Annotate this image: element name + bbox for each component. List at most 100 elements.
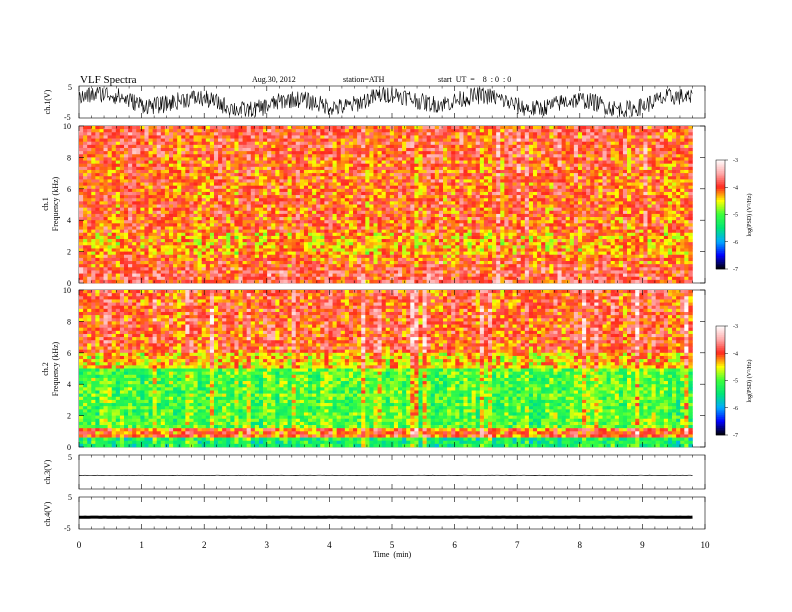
spectrogram-cell (95, 223, 100, 227)
spectrogram-cell (156, 129, 162, 133)
spectrogram-cell (230, 220, 235, 224)
spectrogram-cell (586, 147, 591, 152)
spectrogram-cell (222, 154, 227, 158)
spectrogram-cell (336, 195, 342, 199)
spectrogram-cell (295, 207, 301, 212)
spectrogram-cell (520, 129, 526, 133)
spectrogram-cell (422, 210, 427, 215)
spectrogram-cell (242, 198, 247, 202)
spectrogram-cell (234, 157, 239, 161)
spectrogram-cell (79, 176, 84, 180)
spectrogram-cell (475, 176, 481, 180)
spectrogram-cell (479, 157, 485, 161)
spectrogram-cell (655, 138, 661, 142)
spectrogram-cell (246, 163, 252, 168)
spectrogram-cell (663, 198, 669, 202)
spectrogram-cell (156, 173, 162, 177)
spectrogram-cell (447, 141, 452, 146)
spectrogram-cell (643, 147, 648, 152)
spectrogram-cell (537, 141, 542, 146)
spectrogram-cell (647, 213, 652, 218)
spectrogram-cell (283, 151, 288, 155)
spectrogram-cell (156, 201, 162, 205)
spectrogram-cell (463, 126, 468, 130)
spectrogram-cell (107, 204, 113, 208)
spectrogram-cell (316, 217, 321, 221)
spectrogram-cell (353, 154, 358, 158)
spectrogram-cell (532, 157, 538, 161)
spectrogram-cell (688, 207, 693, 212)
spectrogram-cell (635, 126, 640, 130)
spectrogram-cell (688, 185, 693, 190)
spectrogram-cell (226, 207, 231, 212)
spectrogram-cell (312, 217, 317, 221)
spectrogram-cell (553, 135, 558, 139)
spectrogram-cell (618, 207, 624, 212)
spectrogram-cell (344, 185, 350, 190)
spectrogram-cell (185, 160, 190, 164)
spectrogram-cell (516, 129, 522, 133)
spectrogram-cell (328, 195, 333, 199)
spectrogram-cell (173, 207, 178, 212)
spectrogram-cell (643, 179, 648, 183)
spectrogram-cell (79, 147, 84, 152)
spectrogram-cell (181, 220, 186, 224)
spectrogram-cell (659, 138, 665, 142)
spectrogram-cell (688, 188, 693, 193)
spectrogram-cell (353, 169, 358, 174)
spectrogram-cell (132, 141, 137, 146)
spectrogram-cell (406, 144, 411, 149)
spectrogram-cell (676, 223, 681, 227)
spectrogram-cell (528, 201, 534, 205)
spectrogram-cell (479, 138, 485, 142)
spectrogram-cell (197, 226, 202, 230)
spectrogram-cell (258, 147, 264, 152)
spectrogram-cell (361, 129, 366, 133)
spectrogram-cell (398, 182, 403, 186)
spectrogram-cell (598, 154, 603, 158)
spectrogram-cell (344, 213, 350, 218)
spectrogram-cell (512, 213, 517, 218)
spectrogram-cell (320, 173, 325, 177)
spectrogram-cell (594, 138, 599, 142)
spectrogram-cell (283, 220, 288, 224)
spectrogram-cell (267, 213, 272, 218)
spectrogram-cell (385, 132, 391, 136)
spectrogram-cell (651, 226, 656, 230)
spectrogram-cell (516, 160, 522, 164)
spectrogram-cell (557, 182, 562, 186)
spectrogram-cell (316, 220, 321, 224)
spectrogram-cell (618, 163, 624, 168)
spectrogram-cell (242, 126, 247, 130)
spectrogram-cell (606, 157, 611, 161)
spectrogram-cell (263, 207, 268, 212)
spectrogram-cell (361, 188, 366, 193)
spectrogram-cell (111, 229, 117, 234)
spectrogram-cell (381, 138, 387, 142)
spectrogram-cell (291, 176, 297, 180)
spectrogram-cell (537, 129, 542, 133)
spectrogram-cell (590, 135, 595, 139)
spectrogram-cell (627, 163, 632, 168)
spectrogram-cell (152, 179, 158, 183)
spectrogram-cell (516, 132, 522, 136)
spectrogram-cell (459, 157, 464, 161)
spectrogram-cell (168, 204, 174, 208)
spectrogram-cell (451, 166, 456, 171)
spectrogram-cell (340, 179, 346, 183)
spectrogram-cell (610, 207, 616, 212)
spectrogram-cell (177, 166, 182, 171)
spectrogram-cell (537, 144, 542, 149)
spectrogram-cell (598, 129, 603, 133)
spectrogram-cell (111, 201, 117, 205)
spectrogram-cell (103, 129, 108, 133)
spectrogram-cell (582, 141, 587, 146)
spectrogram-cell (160, 166, 166, 171)
spectrogram-cell (496, 144, 501, 149)
spectrogram-cell (258, 151, 264, 155)
spectrogram-cell (119, 210, 125, 215)
spectrogram-cell (569, 163, 575, 168)
spectrogram-cell (193, 223, 198, 227)
spectrogram-cell (168, 191, 174, 196)
spectrogram-cell (565, 135, 571, 139)
